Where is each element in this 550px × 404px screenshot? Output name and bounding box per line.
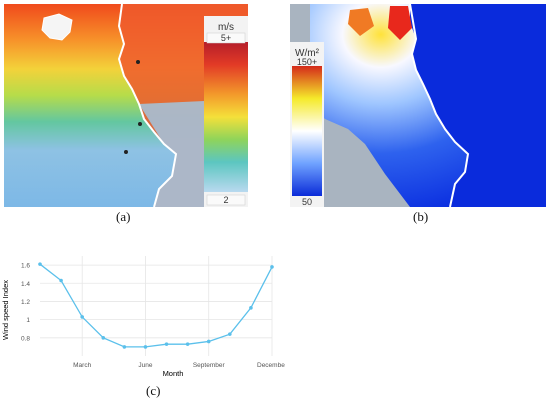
panel-c-label: (c) xyxy=(146,383,161,398)
wind-speed-map: m/s 5+ 2 xyxy=(4,3,248,208)
data-point xyxy=(38,262,42,266)
legend-unit: W/m² xyxy=(295,48,320,59)
y-axis-ticks: 0.8 1 1.2 1.4 1.6 xyxy=(21,263,30,343)
data-point xyxy=(59,278,63,283)
x-tick-label: June xyxy=(138,362,152,369)
x-tick-label: March xyxy=(73,362,91,369)
city-marker xyxy=(138,122,142,126)
grid xyxy=(40,256,273,356)
city-marker xyxy=(136,60,140,64)
data-point xyxy=(249,306,253,310)
land-irradiance xyxy=(410,4,546,207)
wind-speed-map-panel: m/s 5+ 2 xyxy=(4,3,248,208)
y-tick-label: 1.2 xyxy=(21,299,30,306)
data-point xyxy=(164,342,169,346)
data-point xyxy=(206,339,211,344)
data-point xyxy=(101,336,106,340)
legend-colorbar xyxy=(204,42,248,192)
island xyxy=(41,13,73,41)
city-marker xyxy=(124,150,128,154)
data-point xyxy=(185,342,190,346)
x-tick-label: September xyxy=(193,362,226,369)
data-point xyxy=(270,265,274,269)
legend-unit: m/s xyxy=(218,22,234,33)
x-axis-ticks: March June September December xyxy=(73,362,288,369)
x-tick-label: December xyxy=(257,362,285,369)
legend-bottom-label: 50 xyxy=(302,197,312,207)
y-tick-label: 1.4 xyxy=(21,281,30,288)
data-point xyxy=(80,315,84,319)
y-tick-label: 1 xyxy=(26,317,30,324)
hotspot xyxy=(388,6,412,40)
data-point xyxy=(143,345,148,349)
x-axis-label: Month xyxy=(163,369,184,378)
coastline xyxy=(117,3,178,208)
irradiance-map-panel: W/m² 150+ 50 xyxy=(290,3,546,208)
legend-colorbar xyxy=(292,66,322,196)
hotspot xyxy=(348,8,374,36)
series-line xyxy=(39,263,273,348)
irradiance-map: W/m² 150+ 50 xyxy=(290,3,546,208)
series-points xyxy=(38,262,274,349)
legend-bottom-label: 2 xyxy=(223,195,228,205)
legend-top-label: 150+ xyxy=(297,57,317,67)
y-tick-label: 0.8 xyxy=(21,335,30,342)
coastline xyxy=(409,3,470,208)
data-point xyxy=(228,332,232,336)
wind-index-chart-panel: 0.8 1 1.2 1.4 1.6 March June September December… xyxy=(0,250,288,378)
y-axis-label: Wind speed Index xyxy=(1,280,10,340)
legend-top-label: 5+ xyxy=(221,33,231,43)
panel-b-label: (b) xyxy=(413,209,429,224)
panel-a-label: (a) xyxy=(116,209,131,224)
data-point xyxy=(122,345,127,349)
y-tick-label: 1.6 xyxy=(21,263,30,270)
wind-index-chart: 0.8 1 1.2 1.4 1.6 March June September December… xyxy=(1,256,288,378)
